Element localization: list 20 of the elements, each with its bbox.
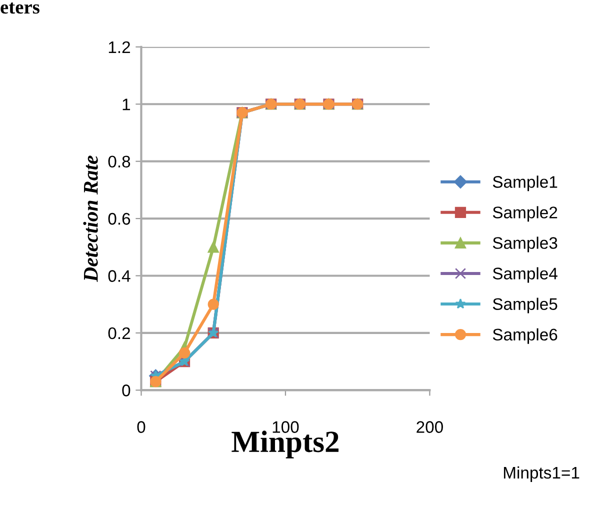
legend-label: Sample3 bbox=[492, 236, 558, 252]
y-tick-label: 0.2 bbox=[108, 327, 130, 340]
x-tick-label: 200 bbox=[416, 421, 443, 433]
legend-label: Sample5 bbox=[492, 298, 558, 314]
y-tick-label: 0.6 bbox=[108, 212, 130, 225]
y-tick-label: 0 bbox=[122, 384, 130, 396]
legend-label: Sample2 bbox=[492, 206, 558, 222]
y-tick-label: 1.2 bbox=[108, 41, 130, 53]
text: Minpts1=1 bbox=[504, 466, 580, 482]
x-axis-title: Minpts2 bbox=[232, 430, 338, 458]
legend-label: Sample6 bbox=[492, 328, 558, 344]
legend-label: Sample4 bbox=[492, 267, 558, 283]
text: eters bbox=[0, 2, 40, 14]
x-tick-label: 0 bbox=[137, 421, 146, 433]
y-tick-label: 0.8 bbox=[108, 156, 130, 168]
y-tick-label: 0.4 bbox=[108, 270, 130, 282]
y-tick-label: 1 bbox=[122, 98, 130, 110]
x-tick-label: 100 bbox=[272, 421, 299, 433]
legend-label: Sample1 bbox=[492, 176, 558, 192]
y-axis-title: Detection Rate bbox=[83, 156, 98, 282]
